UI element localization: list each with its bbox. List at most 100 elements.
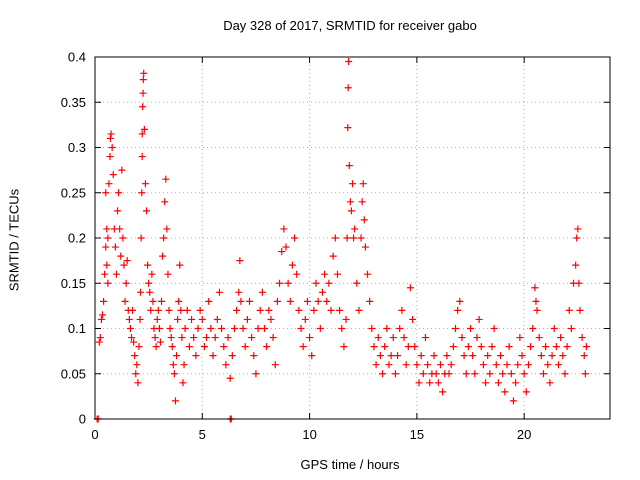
data-point [572, 261, 580, 269]
data-point [507, 370, 515, 378]
data-point [426, 379, 434, 387]
data-point [479, 361, 487, 369]
data-point [462, 370, 470, 378]
data-point [387, 352, 395, 360]
data-point [419, 370, 427, 378]
y-tick-label: 0.05 [61, 366, 86, 381]
data-point [198, 315, 206, 323]
data-point [402, 361, 410, 369]
data-point [129, 306, 137, 314]
data-point [312, 279, 320, 287]
data-point [121, 297, 129, 305]
data-point [101, 270, 109, 278]
data-point [181, 325, 189, 332]
data-point [389, 334, 397, 342]
data-point [353, 279, 361, 287]
data-point [351, 225, 359, 233]
data-point [347, 207, 355, 215]
data-point [188, 315, 196, 323]
data-point [503, 361, 511, 369]
data-point [112, 270, 120, 278]
data-point [192, 352, 200, 360]
data-point [155, 325, 163, 332]
data-point [120, 261, 128, 269]
data-point [158, 297, 166, 305]
y-tick-label: 0.15 [61, 276, 86, 291]
data-point [436, 361, 444, 369]
data-point [236, 257, 244, 265]
x-axis-label: GPS time / hours [300, 457, 400, 472]
data-point [267, 315, 275, 323]
data-point [230, 325, 238, 332]
data-point [190, 334, 198, 342]
data-point [252, 370, 260, 378]
data-point [154, 306, 162, 314]
data-point [130, 338, 138, 346]
data-point [421, 334, 429, 342]
data-point [329, 252, 337, 260]
data-point [166, 325, 174, 332]
data-point [482, 379, 490, 387]
data-point [520, 370, 528, 378]
data-point [379, 370, 387, 378]
data-point [140, 69, 148, 77]
data-point [394, 352, 402, 360]
data-point [544, 361, 552, 369]
data-point [557, 334, 565, 342]
data-point [475, 315, 483, 323]
data-point [295, 306, 303, 314]
data-point [170, 370, 178, 378]
data-point [137, 234, 145, 242]
data-point [175, 297, 183, 305]
data-point [243, 315, 251, 323]
data-point [439, 388, 447, 396]
data-point [471, 370, 479, 378]
data-point [552, 343, 560, 351]
data-point [364, 270, 372, 278]
data-point [358, 198, 366, 206]
data-point [464, 343, 472, 351]
y-tick-label: 0.25 [61, 185, 86, 200]
data-point [149, 297, 157, 305]
data-point [323, 297, 331, 305]
data-point [338, 325, 346, 332]
data-point [469, 352, 477, 360]
data-point [458, 334, 466, 342]
data-point [430, 352, 438, 360]
data-point [148, 270, 156, 278]
data-point [177, 306, 185, 314]
data-point [391, 370, 399, 378]
data-point [254, 325, 262, 332]
data-point [235, 288, 243, 296]
data-point [563, 343, 571, 351]
data-point [345, 58, 353, 66]
data-point [383, 325, 391, 332]
data-point [539, 370, 547, 378]
data-point [581, 370, 589, 378]
data-point [123, 257, 131, 265]
data-point [561, 370, 569, 378]
data-point [213, 315, 221, 323]
y-axis-label: SRMTID / TECUs [6, 188, 22, 292]
data-point [531, 284, 539, 292]
data-point [370, 343, 378, 351]
data-point [102, 243, 110, 251]
data-points [93, 58, 590, 423]
data-point [117, 252, 125, 260]
data-point [261, 325, 269, 332]
data-point [224, 334, 232, 342]
data-point [153, 315, 161, 323]
data-point [582, 343, 590, 351]
data-point [146, 288, 154, 296]
data-point [527, 343, 535, 351]
data-point [548, 352, 556, 360]
data-point [447, 361, 455, 369]
data-point [200, 343, 208, 351]
data-point [215, 288, 223, 296]
data-point [116, 225, 124, 233]
data-point [486, 370, 494, 378]
data-point [168, 343, 176, 351]
data-point [145, 279, 153, 287]
y-tick-label: 0.1 [68, 321, 86, 336]
y-tick-label: 0 [79, 412, 86, 427]
